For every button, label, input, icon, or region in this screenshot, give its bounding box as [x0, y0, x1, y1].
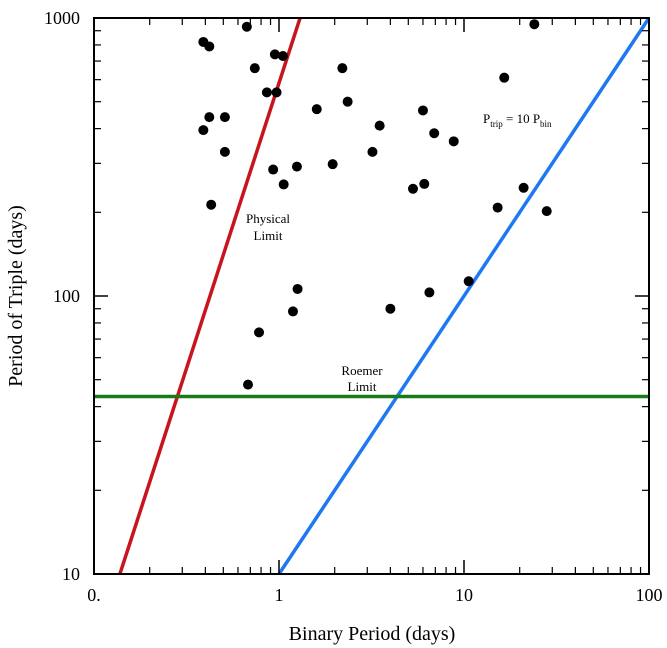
data-point [268, 164, 279, 175]
data-point [206, 199, 217, 210]
data-point [292, 283, 303, 294]
y-axis-title: Period of Triple (days) [5, 205, 27, 387]
data-point [219, 146, 230, 157]
data-point [518, 182, 529, 193]
x-tick-label: 10 [455, 585, 473, 605]
data-point [204, 41, 215, 52]
data-point [241, 21, 252, 32]
data-point [342, 96, 353, 107]
reference-line-0 [118, 18, 302, 574]
data-point [311, 104, 322, 115]
y-tick-label: 100 [53, 286, 80, 306]
roemer-limit-label-line1: Roemer [341, 363, 383, 378]
data-point [492, 202, 503, 213]
ptrip-mid: = 10 P [503, 111, 540, 126]
data-point [407, 183, 418, 194]
data-point [499, 72, 510, 83]
physical-limit-label-line1: Physical [246, 211, 290, 226]
data-point [417, 105, 428, 116]
data-point [277, 50, 288, 61]
ptrip-p: P [483, 111, 490, 126]
data-point [254, 327, 265, 338]
ptrip-label: Ptrip = 10 Pbin [483, 111, 552, 129]
x-axis-title: Binary Period (days) [289, 623, 456, 645]
data-point [269, 49, 280, 60]
y-tick-label: 10 [62, 564, 80, 584]
data-point [287, 306, 298, 317]
x-tick-label: 100 [636, 585, 663, 605]
data-point [419, 178, 430, 189]
data-point [278, 179, 289, 190]
data-point [271, 87, 282, 98]
data-point [243, 379, 254, 390]
data-point [291, 161, 302, 172]
data-point [385, 303, 396, 314]
data-point [204, 112, 215, 123]
data-point [249, 63, 260, 74]
data-point [219, 112, 230, 123]
data-point [198, 125, 209, 136]
data-point [448, 136, 459, 147]
data-point [327, 159, 338, 170]
y-tick-label: 1000 [44, 8, 80, 28]
x-tick-label: 0. [87, 585, 101, 605]
data-point [337, 63, 348, 74]
data-point [367, 146, 378, 157]
physical-limit-label-line2: Limit [254, 228, 283, 243]
data-point [463, 276, 474, 287]
reference-line-1 [277, 18, 649, 574]
plot-frame [93, 17, 650, 575]
ptrip-sub-trip: trip [490, 119, 503, 129]
roemer-limit-label-line2: Limit [348, 379, 377, 394]
data-point [429, 128, 440, 139]
data-point [529, 19, 540, 30]
ptrip-sub-bin: bin [540, 119, 552, 129]
data-point [541, 206, 552, 217]
data-point [424, 287, 435, 298]
data-point [374, 120, 385, 131]
data-point [261, 87, 272, 98]
x-tick-label: 1 [275, 585, 284, 605]
